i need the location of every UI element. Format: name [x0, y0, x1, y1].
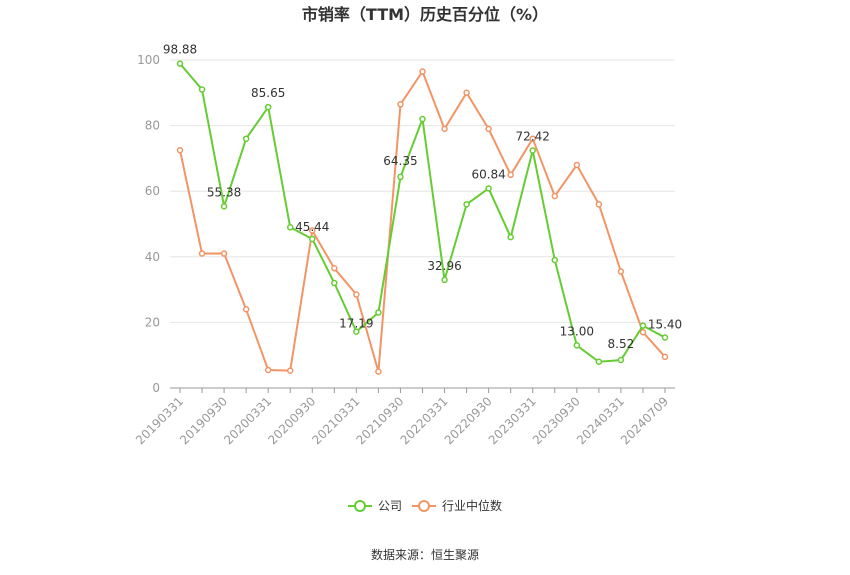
data-point[interactable] [507, 233, 514, 241]
data-point[interactable] [507, 171, 514, 179]
data-label: 64.35 [383, 154, 417, 168]
data-point[interactable] [441, 276, 448, 284]
data-point[interactable] [573, 342, 581, 349]
data-label: 17.19 [339, 317, 373, 331]
data-point[interactable] [220, 250, 228, 257]
data-label: 72.42 [516, 129, 550, 143]
data-point[interactable] [264, 103, 272, 111]
data-point[interactable] [375, 309, 382, 316]
y-tick-label: 20 [145, 315, 160, 329]
data-point[interactable] [353, 328, 360, 335]
y-tick-label: 40 [145, 250, 160, 264]
data-point[interactable] [661, 353, 669, 361]
data-point[interactable] [617, 356, 625, 364]
legend-marker-industry-median [418, 500, 430, 512]
data-label: 60.84 [471, 167, 505, 181]
data-label: 55.38 [207, 185, 241, 199]
data-point[interactable] [375, 368, 382, 375]
data-point[interactable] [176, 60, 184, 67]
data-label: 45.44 [295, 220, 329, 234]
legend-label-company: 公司 [378, 499, 402, 513]
data-label: 13.00 [560, 324, 594, 338]
data-point[interactable] [617, 268, 625, 275]
y-axis: 0 20 40 60 80 100 [137, 53, 160, 395]
y-tick-label: 0 [152, 381, 160, 395]
data-point[interactable] [264, 366, 272, 374]
data-label: 32.96 [427, 259, 461, 273]
data-point[interactable] [397, 173, 404, 181]
data-point[interactable] [441, 125, 448, 133]
data-point[interactable] [595, 358, 603, 366]
grid [170, 59, 675, 323]
legend-marker-company [354, 500, 366, 512]
data-point[interactable] [198, 250, 206, 257]
data-point[interactable] [198, 86, 206, 93]
data-point[interactable] [242, 306, 250, 313]
y-tick-label: 100 [137, 53, 160, 67]
y-tick-label: 80 [145, 119, 160, 133]
data-label: 85.65 [251, 86, 285, 100]
data-point[interactable] [595, 201, 603, 208]
data-point[interactable] [551, 256, 559, 264]
data-labels: 98.88 55.38 85.65 45.44 17.19 64.35 32.96 60.84… [163, 43, 682, 351]
data-point[interactable] [639, 322, 647, 329]
x-tick-label: 20240709 [618, 394, 671, 447]
y-tick-label: 60 [145, 184, 160, 198]
legend-label-industry-median: 行业中位数 [442, 498, 502, 513]
data-point[interactable] [551, 192, 559, 200]
data-point[interactable] [573, 161, 581, 169]
data-label: 98.88 [163, 43, 197, 57]
data-point[interactable] [529, 147, 536, 154]
data-point[interactable] [661, 334, 669, 341]
data-point[interactable] [419, 115, 426, 123]
data-point[interactable] [286, 224, 294, 231]
data-point[interactable] [176, 146, 184, 154]
data-point[interactable] [220, 203, 228, 210]
data-point[interactable] [463, 89, 470, 97]
series-line-0 [179, 63, 666, 363]
source-note: 数据来源：恒生聚源 [371, 547, 479, 562]
data-point[interactable] [485, 125, 492, 133]
series-group [176, 60, 669, 375]
legend-item-industry-median[interactable]: 行业中位数 [412, 498, 502, 513]
data-point[interactable] [242, 135, 250, 142]
chart-title: 市销率（TTM）历史百分位（%） [302, 5, 548, 24]
data-point[interactable] [353, 291, 360, 298]
data-point[interactable] [529, 135, 536, 142]
data-point[interactable] [639, 328, 647, 336]
data-label: 8.52 [608, 337, 635, 351]
data-point[interactable] [419, 68, 426, 75]
data-point[interactable] [309, 235, 316, 243]
data-point[interactable] [331, 265, 338, 272]
data-point[interactable] [331, 279, 338, 287]
data-point[interactable] [463, 201, 470, 208]
data-label: 15.40 [648, 317, 682, 331]
x-axis: 2019033120190930202003312020093020210331… [133, 387, 675, 447]
data-point[interactable] [397, 101, 404, 108]
data-point[interactable] [485, 185, 492, 192]
data-point[interactable] [286, 367, 294, 374]
legend: 公司 行业中位数 [348, 498, 502, 513]
data-point[interactable] [309, 227, 316, 234]
legend-item-company[interactable]: 公司 [348, 499, 402, 513]
